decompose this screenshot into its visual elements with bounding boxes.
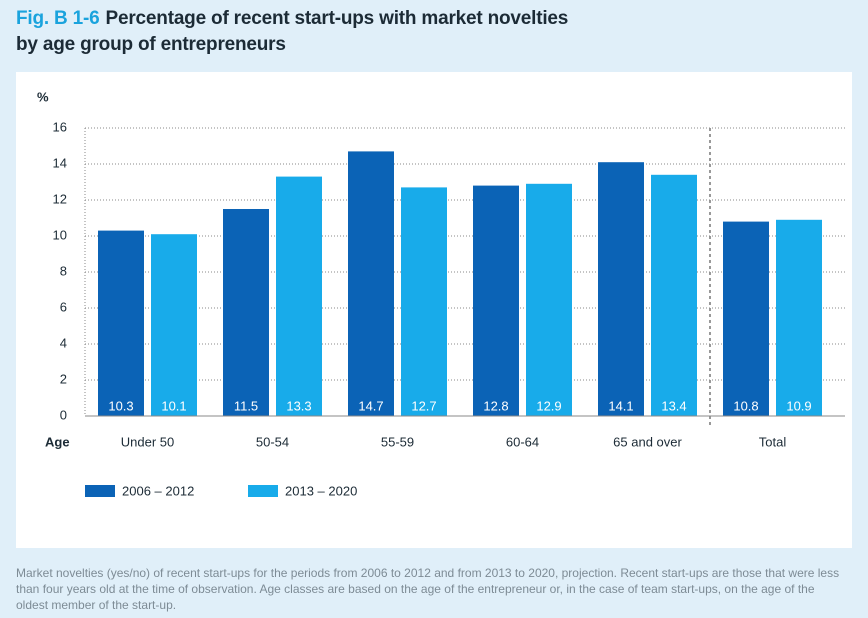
x-tick-label: 60-64 (506, 434, 539, 449)
value-label: 12.7 (411, 398, 436, 413)
value-label: 13.3 (286, 398, 311, 413)
legend-swatch (248, 485, 278, 497)
bar (223, 209, 269, 416)
value-label: 13.4 (661, 398, 686, 413)
y-tick-label: 0 (60, 407, 67, 422)
x-tick-label: 55-59 (381, 434, 414, 449)
y-tick-label: 10 (53, 227, 67, 242)
footnote: Market novelties (yes/no) of recent star… (16, 566, 840, 612)
x-tick-label: 50-54 (256, 434, 289, 449)
value-label: 10.1 (161, 398, 186, 413)
bar (526, 183, 572, 416)
value-label: 14.7 (358, 398, 383, 413)
value-label: 11.5 (234, 398, 258, 413)
bar (276, 176, 322, 416)
y-tick-label: 12 (53, 191, 67, 206)
bar (473, 185, 519, 416)
bar (651, 174, 697, 416)
y-axis-label: % (37, 89, 49, 104)
legend-swatch (85, 485, 115, 497)
chart-title: Percentage of recent start-ups with mark… (105, 8, 569, 29)
y-tick-label: 4 (60, 335, 67, 350)
value-label: 14.1 (608, 398, 633, 413)
y-tick-label: 6 (60, 299, 67, 314)
bar (598, 162, 644, 416)
bar (723, 221, 769, 416)
y-tick-label: 16 (53, 119, 67, 134)
value-label: 10.9 (786, 398, 811, 413)
bar (348, 151, 394, 416)
bar (151, 234, 197, 416)
y-tick-label: 8 (60, 263, 67, 278)
value-label: 12.9 (536, 398, 561, 413)
legend-label: 2013 – 2020 (285, 483, 357, 498)
x-tick-label: 65 and over (613, 434, 682, 449)
chart-title: by age group of entrepreneurs (16, 34, 286, 55)
value-label: 10.8 (733, 398, 758, 413)
bar (98, 230, 144, 416)
title-block: Fig. B 1-6 Percentage of recent start-ups… (16, 6, 568, 58)
x-axis-label: Age (45, 434, 70, 449)
x-tick-label: Under 50 (121, 434, 174, 449)
title-line: Fig. B 1-6 Percentage of recent start-ups… (16, 6, 568, 32)
chart: % Age 0 2 4 6 8 10 12 14 16 Under 50 10.3 10.1 50-54… (16, 72, 852, 548)
value-label: 12.8 (483, 398, 508, 413)
bar (776, 219, 822, 416)
figure-label: Fig. B 1-6 (16, 8, 100, 29)
legend-label: 2006 – 2012 (122, 483, 194, 498)
value-label: 10.3 (108, 398, 133, 413)
x-tick-label: Total (759, 434, 787, 449)
y-tick-label: 2 (60, 371, 67, 386)
bar (401, 187, 447, 416)
y-tick-label: 14 (53, 155, 67, 170)
